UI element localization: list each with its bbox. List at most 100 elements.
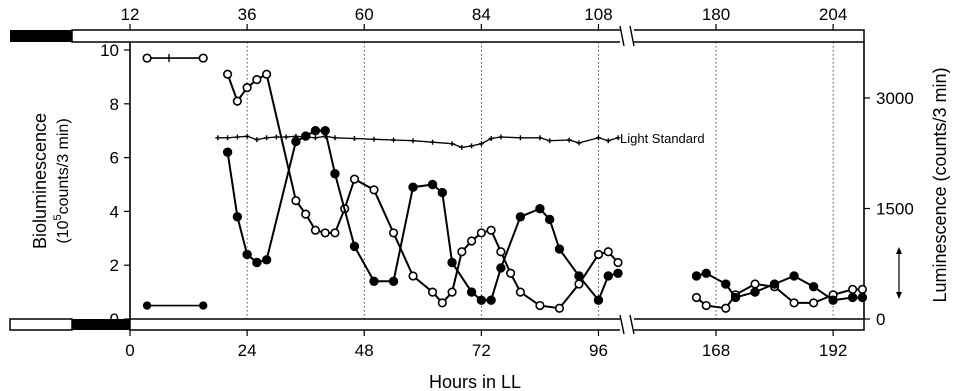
x-axis-title: Hours in LL <box>429 372 521 391</box>
open-circle-point <box>848 284 858 295</box>
filled-circle-point <box>574 271 584 281</box>
top-axis-tick-label: 108 <box>584 5 612 24</box>
right-axis-tick-label: 1500 <box>876 200 914 219</box>
open-circle-point <box>691 292 702 303</box>
left-axis-title-post: counts/3 min) <box>55 118 72 214</box>
open-circle-point <box>808 298 819 308</box>
top-ld-bar <box>10 29 865 43</box>
light-standard-point <box>517 135 523 141</box>
light-standard-point <box>273 134 279 140</box>
x-axis-tick-label: 48 <box>355 341 374 360</box>
filled-circle-point <box>808 282 819 292</box>
right-axis-tick-label: 3000 <box>876 89 914 108</box>
open-circle-point <box>486 225 496 235</box>
top-axis-tick-label: 60 <box>355 5 374 24</box>
filled-circle-point <box>730 292 741 303</box>
left-axis-tick-label: 8 <box>110 95 119 114</box>
left-axis-title-sup: 5 <box>52 214 64 220</box>
left-axis-tick-label: 2 <box>110 256 119 275</box>
open-circle-point <box>262 69 272 79</box>
light-standard-point <box>430 139 436 145</box>
light-standard-point <box>312 135 318 141</box>
filled-circle-point <box>515 212 526 222</box>
light-standard-point <box>371 136 377 142</box>
open-circle-point <box>330 228 340 238</box>
light-standard-point <box>332 135 338 141</box>
open-circle-point <box>252 74 262 85</box>
light-standard-point <box>391 137 397 143</box>
filled-circle-point <box>613 268 623 278</box>
left-axis-tick-label: 4 <box>110 202 119 221</box>
filled-circle-point <box>242 249 252 260</box>
open-circle-point <box>593 249 604 260</box>
filled-circle-point <box>603 271 613 281</box>
light-standard-point <box>293 133 299 139</box>
open-circle-point <box>408 271 418 281</box>
open-circle-point <box>310 225 321 235</box>
open-circle-point <box>789 298 799 308</box>
axis-break-mark <box>619 25 625 47</box>
light-standard-point <box>234 134 240 140</box>
open-circle-point <box>574 279 584 289</box>
light-standard-point <box>498 134 504 140</box>
light-standard-point <box>244 133 250 139</box>
filled-circle-point <box>310 126 321 136</box>
open-circle-point <box>427 287 438 297</box>
light-standard-point <box>547 138 553 144</box>
bottom-light-segment-left <box>9 318 73 331</box>
bottom-ld-bar <box>9 318 865 331</box>
x-axis-tick-label: 96 <box>589 341 608 360</box>
light-standard-point <box>449 141 455 147</box>
top-axis-tick-label: 84 <box>472 5 491 24</box>
filled-circle-point <box>496 263 506 273</box>
filled-circle-point <box>847 292 858 303</box>
light-standard-point <box>566 137 572 143</box>
light-standard-point <box>469 143 475 149</box>
filled-circle-point <box>261 255 272 265</box>
pre-open-circle-point <box>198 53 208 63</box>
left-axis-tick-label: 10 <box>100 41 119 60</box>
light-standard-point <box>254 137 260 143</box>
series-line <box>217 135 619 149</box>
light-standard-point <box>410 138 416 144</box>
light-standard-point <box>488 136 494 142</box>
light-standard-point <box>322 133 328 139</box>
filled-circle-point <box>554 244 565 254</box>
filled-circle-point <box>857 292 868 303</box>
open-circle-point <box>506 268 516 278</box>
open-circle-point <box>554 303 565 313</box>
light-standard-point <box>595 135 601 141</box>
filled-circle-point <box>349 241 360 252</box>
light-standard-point <box>225 135 231 141</box>
right-axis-title: Luminescence (counts/3 min) <box>930 67 950 302</box>
open-circle-point <box>535 300 545 311</box>
top-axis-tick-label: 12 <box>121 5 140 24</box>
light-standard-point <box>459 144 465 150</box>
light-standard-point <box>478 141 484 147</box>
filled-circle-point <box>789 271 799 281</box>
light-standard-point <box>576 140 582 146</box>
left-axis-title-line2: (105counts/3 min) <box>52 118 72 243</box>
axis-break-mark <box>619 314 625 335</box>
open-circle-point <box>750 279 760 289</box>
top-axis-tick-label: 204 <box>819 5 847 24</box>
open-circle-point <box>457 247 467 257</box>
left-axis-title-line1: Bioluminescence <box>30 113 50 249</box>
bottom-dark-segment <box>72 319 130 330</box>
filled-circle-point <box>691 271 702 281</box>
open-circle-point <box>476 228 486 238</box>
top-light-segment <box>71 29 865 43</box>
open-circle-point <box>496 247 506 257</box>
open-circle-point <box>301 209 311 219</box>
open-circle-point <box>388 228 399 238</box>
filled-circle-point <box>828 295 838 305</box>
filled-circle-point <box>320 126 330 136</box>
x-axis-tick-label: 168 <box>702 341 730 360</box>
series-line <box>696 272 863 302</box>
filled-circle-point <box>544 214 555 225</box>
x-axis-tick-label: 192 <box>819 341 847 360</box>
light-standard-point <box>537 135 543 141</box>
top-axis-tick-label: 180 <box>702 5 730 24</box>
